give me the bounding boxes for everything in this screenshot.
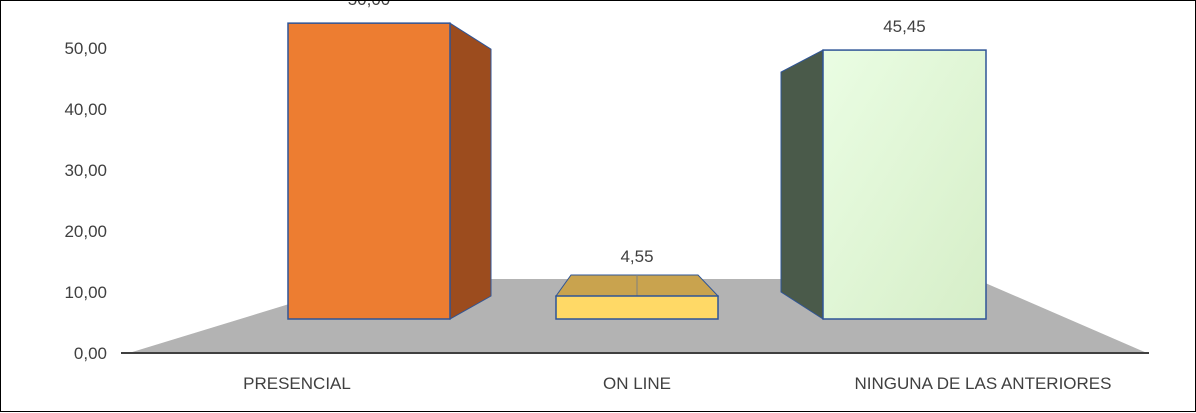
y-tick-label: 30,00 <box>64 161 107 180</box>
bar-side-face <box>449 22 492 320</box>
y-tick-label: 0,00 <box>74 344 107 363</box>
bar-3 <box>780 49 987 320</box>
x-category-label: NINGUNA DE LAS ANTERIORES <box>855 374 1112 393</box>
y-tick-label: 50,00 <box>64 39 107 58</box>
x-category-label: ON LINE <box>603 374 671 393</box>
y-tick-label: 40,00 <box>64 100 107 119</box>
x-category-label: PRESENCIAL <box>243 374 351 393</box>
y-tick-label: 10,00 <box>64 283 107 302</box>
data-label: 50,00 <box>348 1 391 9</box>
bar-front-face <box>555 295 719 320</box>
data-label: 4,55 <box>620 247 653 266</box>
bar-front-face <box>822 49 987 320</box>
bar-front-face <box>287 22 451 320</box>
data-label: 45,45 <box>883 17 926 36</box>
bar-side-face <box>780 49 824 320</box>
y-tick-label: 20,00 <box>64 222 107 241</box>
bar-1 <box>287 22 492 320</box>
bar-2 <box>555 274 720 320</box>
